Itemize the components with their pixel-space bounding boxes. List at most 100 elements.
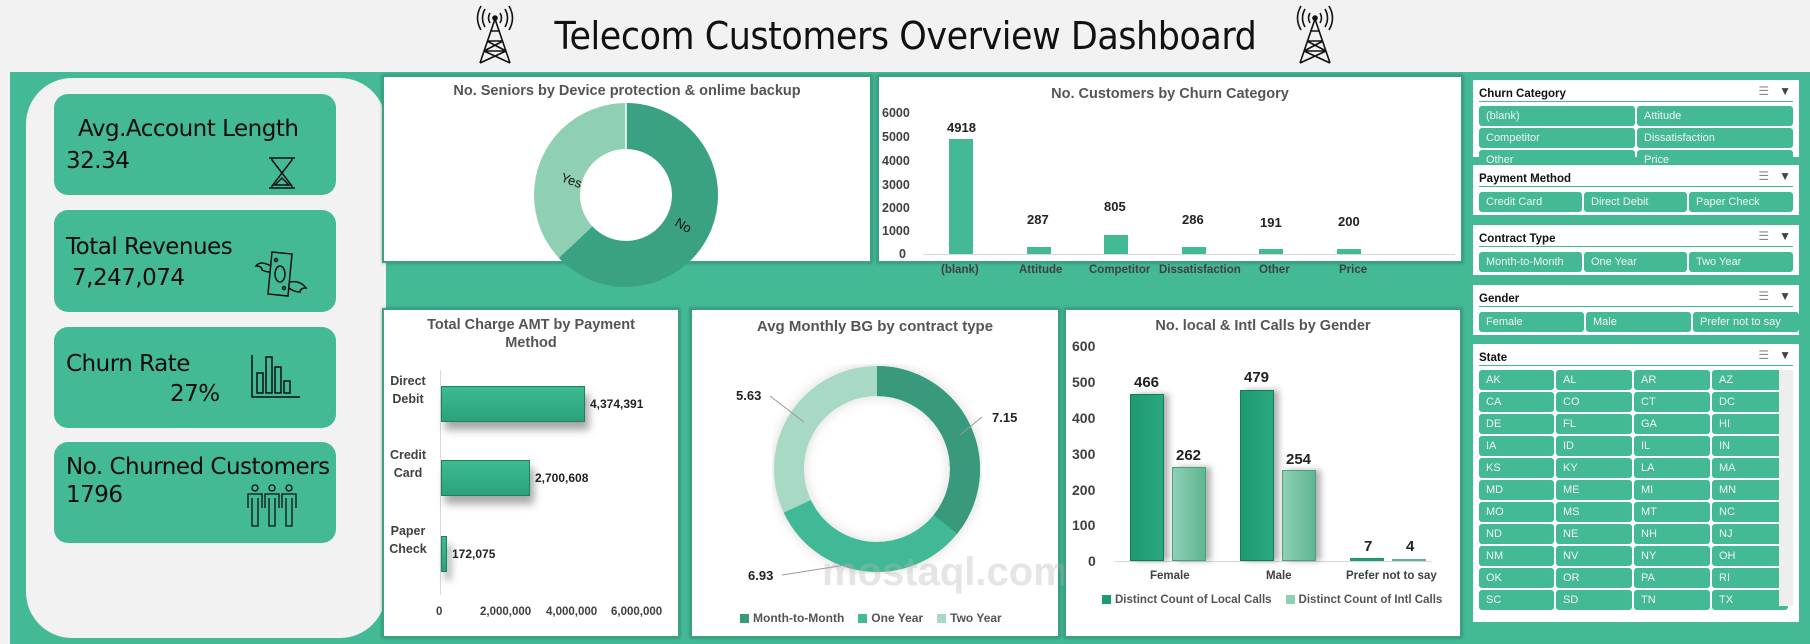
slicer-item[interactable]: Male	[1586, 312, 1691, 332]
multi-select-icon[interactable]: ☰	[1758, 348, 1770, 362]
kpi-card-churned-customers[interactable]: No. Churned Customers 1796	[54, 442, 336, 543]
slicer-item[interactable]: ND	[1479, 524, 1554, 544]
slicer-item[interactable]: TX	[1712, 590, 1788, 610]
slicer-item[interactable]: CA	[1479, 392, 1554, 412]
bar-male-intl[interactable]	[1282, 470, 1316, 561]
slicer-item[interactable]: AK	[1479, 370, 1554, 390]
kpi-card-total-revenues[interactable]: Total Revenues 7,247,074	[54, 210, 336, 312]
clear-filter-icon[interactable]: ▼	[1779, 169, 1791, 183]
data-label: 4918	[947, 120, 976, 135]
slicer-item[interactable]: Prefer not to say	[1693, 312, 1799, 332]
slicer-item[interactable]: NM	[1479, 546, 1554, 566]
bar-direct-debit[interactable]	[441, 386, 585, 422]
bar-prefer-intl[interactable]	[1392, 559, 1426, 561]
bar-attitude[interactable]	[1027, 247, 1051, 254]
slicer-item[interactable]: GA	[1634, 414, 1710, 434]
multi-select-icon[interactable]: ☰	[1758, 229, 1770, 243]
bar-prefer-local[interactable]	[1350, 558, 1384, 561]
chart-calls-by-gender[interactable]: No. local & Intl Calls by Gender 600 500…	[1064, 308, 1462, 638]
slicer-item[interactable]: NV	[1556, 546, 1632, 566]
chart-churn-category[interactable]: No. Customers by Churn Category 6000 500…	[877, 75, 1463, 276]
multi-select-icon[interactable]: ☰	[1758, 169, 1770, 183]
slicer-scrollbar[interactable]	[1779, 370, 1793, 606]
slicer-item[interactable]: IL	[1634, 436, 1710, 456]
bar-dissatisfaction[interactable]	[1182, 247, 1206, 254]
slicer-contract-type: Contract Type ☰ ▼ Month-to-Month One Yea…	[1473, 225, 1799, 275]
bar-paper-check[interactable]	[441, 536, 447, 572]
kpi-card-avg-account-length[interactable]: Avg.Account Length 32.34	[54, 94, 336, 195]
slicer-item[interactable]: OR	[1556, 568, 1632, 588]
multi-select-icon[interactable]: ☰	[1758, 289, 1770, 303]
slicer-item[interactable]: PA	[1634, 568, 1710, 588]
slicer-item[interactable]: (blank)	[1479, 106, 1635, 126]
slicer-item[interactable]: SC	[1479, 590, 1554, 610]
slicer-item[interactable]: MA	[1712, 458, 1788, 478]
slicer-item[interactable]: LA	[1634, 458, 1710, 478]
legend-item[interactable]: Distinct Count of Intl Calls	[1285, 594, 1442, 606]
slicer-item[interactable]: Female	[1479, 312, 1584, 332]
clear-filter-icon[interactable]: ▼	[1779, 289, 1791, 303]
bar-price[interactable]	[1337, 249, 1361, 254]
slicer-item[interactable]: NY	[1634, 546, 1710, 566]
slicer-item[interactable]: Paper Check	[1689, 192, 1793, 212]
bar-male-local[interactable]	[1240, 390, 1274, 561]
slicer-item[interactable]: AZ	[1712, 370, 1788, 390]
slicer-item[interactable]: DC	[1712, 392, 1788, 412]
bar-competitor[interactable]	[1104, 235, 1128, 254]
bar-credit-card[interactable]	[441, 460, 530, 496]
legend-item[interactable]: Two Year	[937, 611, 1002, 625]
legend-item[interactable]: Month-to-Month	[740, 611, 844, 625]
slicer-item[interactable]: Competitor	[1479, 128, 1635, 148]
chart-payment-method[interactable]: Total Charge AMT by Payment Method Direc…	[382, 308, 680, 638]
slicer-item[interactable]: IN	[1712, 436, 1788, 456]
slicer-item[interactable]: AR	[1634, 370, 1710, 390]
slicer-item[interactable]: One Year	[1584, 252, 1687, 272]
multi-select-icon[interactable]: ☰	[1758, 84, 1770, 98]
slicer-item[interactable]: ID	[1556, 436, 1632, 456]
slicer-item[interactable]: Month-to-Month	[1479, 252, 1582, 272]
slicer-item[interactable]: Two Year	[1689, 252, 1793, 272]
slicer-item[interactable]: NC	[1712, 502, 1788, 522]
slicer-item[interactable]: Credit Card	[1479, 192, 1582, 212]
slicer-item[interactable]: MO	[1479, 502, 1554, 522]
slicer-item[interactable]: TN	[1634, 590, 1710, 610]
slicer-item[interactable]: OH	[1712, 546, 1788, 566]
slicer-item[interactable]: Direct Debit	[1584, 192, 1687, 212]
chart-contract-type[interactable]: Avg Monthly BG by contract type 7.15 6.9…	[690, 308, 1069, 638]
slicer-item[interactable]: AL	[1556, 370, 1632, 390]
bar-blank[interactable]	[949, 139, 973, 254]
slicer-item[interactable]: HI	[1712, 414, 1788, 434]
legend-item[interactable]: Distinct Count of Local Calls	[1102, 594, 1272, 606]
chart-seniors-donut[interactable]: No. Seniors by Device protection & onlim…	[382, 75, 872, 287]
slicer-item[interactable]: NH	[1634, 524, 1710, 544]
slicer-item[interactable]: ME	[1556, 480, 1632, 500]
clear-filter-icon[interactable]: ▼	[1779, 348, 1791, 362]
slicer-item[interactable]: MS	[1556, 502, 1632, 522]
slicer-item[interactable]: NE	[1556, 524, 1632, 544]
slicer-item[interactable]: DE	[1479, 414, 1554, 434]
slicer-item[interactable]: OK	[1479, 568, 1554, 588]
slicer-item[interactable]: IA	[1479, 436, 1554, 456]
slicer-item[interactable]: FL	[1556, 414, 1632, 434]
bar-female-local[interactable]	[1130, 394, 1164, 561]
slicer-item[interactable]: RI	[1712, 568, 1788, 588]
bar-other[interactable]	[1259, 249, 1283, 254]
clear-filter-icon[interactable]: ▼	[1779, 84, 1791, 98]
slicer-item[interactable]: CT	[1634, 392, 1710, 412]
slicer-item[interactable]: MD	[1479, 480, 1554, 500]
slicer-item[interactable]: MT	[1634, 502, 1710, 522]
slicer-item[interactable]: MN	[1712, 480, 1788, 500]
slicer-item[interactable]: KY	[1556, 458, 1632, 478]
slicer-item[interactable]: NJ	[1712, 524, 1788, 544]
slicer-item[interactable]: Attitude	[1637, 106, 1793, 126]
clear-filter-icon[interactable]: ▼	[1779, 229, 1791, 243]
legend-item[interactable]: One Year	[858, 611, 923, 625]
bar-female-intl[interactable]	[1172, 467, 1206, 561]
slicer-item[interactable]: SD	[1556, 590, 1632, 610]
kpi-card-churn-rate[interactable]: Churn Rate 27%	[54, 327, 336, 428]
slicer-item[interactable]: CO	[1556, 392, 1632, 412]
slicer-item[interactable]: KS	[1479, 458, 1554, 478]
slicer-item[interactable]: Dissatisfaction	[1637, 128, 1793, 148]
slicer-title: State	[1479, 352, 1508, 364]
slicer-item[interactable]: MI	[1634, 480, 1710, 500]
